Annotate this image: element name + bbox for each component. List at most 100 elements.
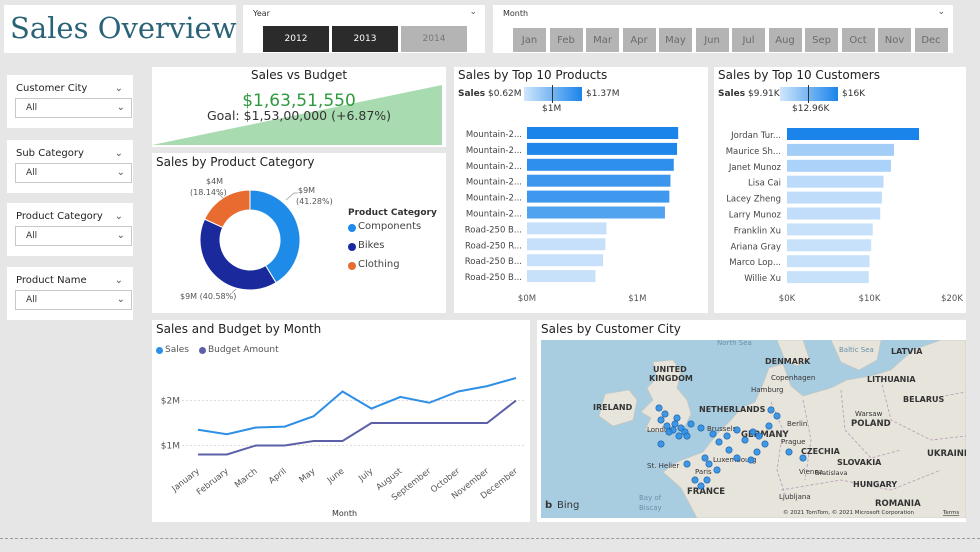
bar[interactable] [787, 128, 919, 140]
bar[interactable] [527, 222, 607, 235]
axis-tick-label: $0M [518, 294, 536, 304]
customers-legend-min: $9.91K [748, 89, 780, 99]
chevron-down-icon[interactable]: ⌄ [469, 7, 477, 17]
city-bubble[interactable] [741, 436, 749, 444]
city-bubble[interactable] [723, 432, 731, 440]
bar-label: Maurice Sh... [726, 147, 781, 157]
chevron-down-icon[interactable]: ⌄ [114, 83, 123, 94]
map-terms-link[interactable]: Terms [942, 510, 959, 516]
filter-dropdown[interactable]: All ⌄ [15, 163, 132, 183]
bar[interactable] [787, 271, 869, 284]
bar[interactable] [527, 174, 671, 187]
month-option-jun[interactable]: Jun [695, 28, 729, 52]
map-label-biscay: Biscay [639, 504, 662, 512]
bar[interactable] [527, 127, 679, 139]
map-copyright: © 2021 TomTom, © 2021 Microsoft Corporat… [783, 509, 915, 516]
monthly-chart-card: Sales and Budget by Month Sales Budget A… [152, 320, 530, 522]
month-option-may[interactable]: May [659, 28, 692, 52]
chevron-down-icon[interactable]: ⌄ [114, 148, 123, 159]
month-option-mar[interactable]: Mar [586, 28, 619, 52]
city-bubble[interactable] [765, 422, 773, 430]
city-bubble[interactable] [773, 412, 781, 420]
city-bubble[interactable] [749, 428, 757, 436]
city-bubble[interactable] [715, 438, 723, 446]
city-bubble[interactable] [747, 456, 755, 464]
city-bubble[interactable] [785, 448, 793, 456]
city-bubble[interactable] [657, 440, 665, 448]
bar[interactable] [527, 238, 606, 251]
land-europe [662, 340, 966, 518]
city-bubble[interactable] [697, 424, 705, 432]
city-bubble[interactable] [665, 428, 673, 436]
city-bubble[interactable] [755, 432, 763, 440]
city-bubble[interactable] [675, 432, 683, 440]
bar[interactable] [787, 191, 882, 204]
bar-label: Road-250 B... [465, 273, 522, 283]
bar[interactable] [527, 270, 596, 283]
city-bubble[interactable] [703, 476, 711, 484]
city-bubble[interactable] [673, 414, 681, 422]
map-label-hungary: HUNGARY [853, 480, 897, 489]
year-option-2012[interactable]: 2012 [263, 26, 329, 52]
month-option-oct[interactable]: Oct [841, 28, 875, 52]
bar[interactable] [527, 206, 665, 219]
city-bubble[interactable] [661, 410, 669, 418]
filter-dropdown[interactable]: All ⌄ [15, 290, 132, 310]
filter-dropdown[interactable]: All ⌄ [15, 98, 132, 118]
series-line-budget-amount[interactable] [198, 399, 517, 456]
series-line-sales[interactable] [197, 377, 517, 436]
city-bubble[interactable] [683, 432, 691, 440]
month-option-apr[interactable]: Apr [622, 28, 656, 52]
city-bubble[interactable] [705, 460, 713, 468]
city-bubble[interactable] [683, 460, 691, 468]
bar[interactable] [527, 158, 674, 171]
bar[interactable] [527, 254, 604, 267]
month-option-sep[interactable]: Sep [805, 28, 838, 52]
city-bubble[interactable] [655, 404, 663, 412]
chevron-down-icon[interactable]: ⌄ [114, 275, 123, 286]
donut-slice-components[interactable] [249, 189, 301, 284]
city-bubble[interactable] [709, 430, 717, 438]
donut-slice-bikes[interactable] [199, 218, 277, 291]
bar[interactable] [787, 223, 873, 236]
city-bubble[interactable] [733, 454, 741, 462]
month-option-dec[interactable]: Dec [914, 28, 948, 52]
city-bubble[interactable] [767, 406, 775, 414]
filter-dropdown[interactable]: All ⌄ [15, 226, 132, 246]
city-bubble[interactable] [687, 420, 695, 428]
chevron-down-icon[interactable]: ⌄ [114, 211, 123, 222]
month-option-aug[interactable]: Aug [768, 28, 802, 52]
city-bubble[interactable] [657, 416, 665, 424]
city-bubble[interactable] [663, 422, 671, 430]
bar[interactable] [787, 175, 884, 188]
year-option-2013[interactable]: 2013 [332, 26, 398, 52]
bar[interactable] [787, 143, 894, 156]
city-bubble[interactable] [753, 448, 761, 456]
city-bubble[interactable] [733, 426, 741, 434]
city-bubble[interactable] [697, 482, 705, 490]
city-bubble[interactable] [799, 454, 807, 462]
month-option-jul[interactable]: Jul [732, 28, 765, 52]
bar[interactable] [787, 255, 870, 268]
city-bubble[interactable] [701, 454, 709, 462]
city-bubble[interactable] [761, 440, 769, 448]
bar[interactable] [787, 239, 872, 252]
chevron-down-icon[interactable]: ⌄ [937, 7, 945, 17]
month-option-jan[interactable]: Jan [513, 28, 546, 52]
bar[interactable] [527, 190, 670, 203]
month-option-nov[interactable]: Nov [878, 28, 911, 52]
title-card: Sales Overview [4, 5, 237, 53]
year-option-2014[interactable]: 2014 [401, 26, 467, 52]
city-bubble[interactable] [725, 446, 733, 454]
month-option-feb[interactable]: Feb [549, 28, 583, 52]
city-bubble[interactable] [671, 420, 679, 428]
map-label-brussels: Brussels [707, 425, 737, 433]
city-bubble[interactable] [713, 466, 721, 474]
bar[interactable] [787, 207, 881, 220]
city-bubble[interactable] [691, 476, 699, 484]
map-border [802, 399, 812, 481]
donut-slice-clothing[interactable] [203, 189, 251, 229]
bar[interactable] [787, 159, 891, 172]
bar[interactable] [527, 142, 678, 155]
